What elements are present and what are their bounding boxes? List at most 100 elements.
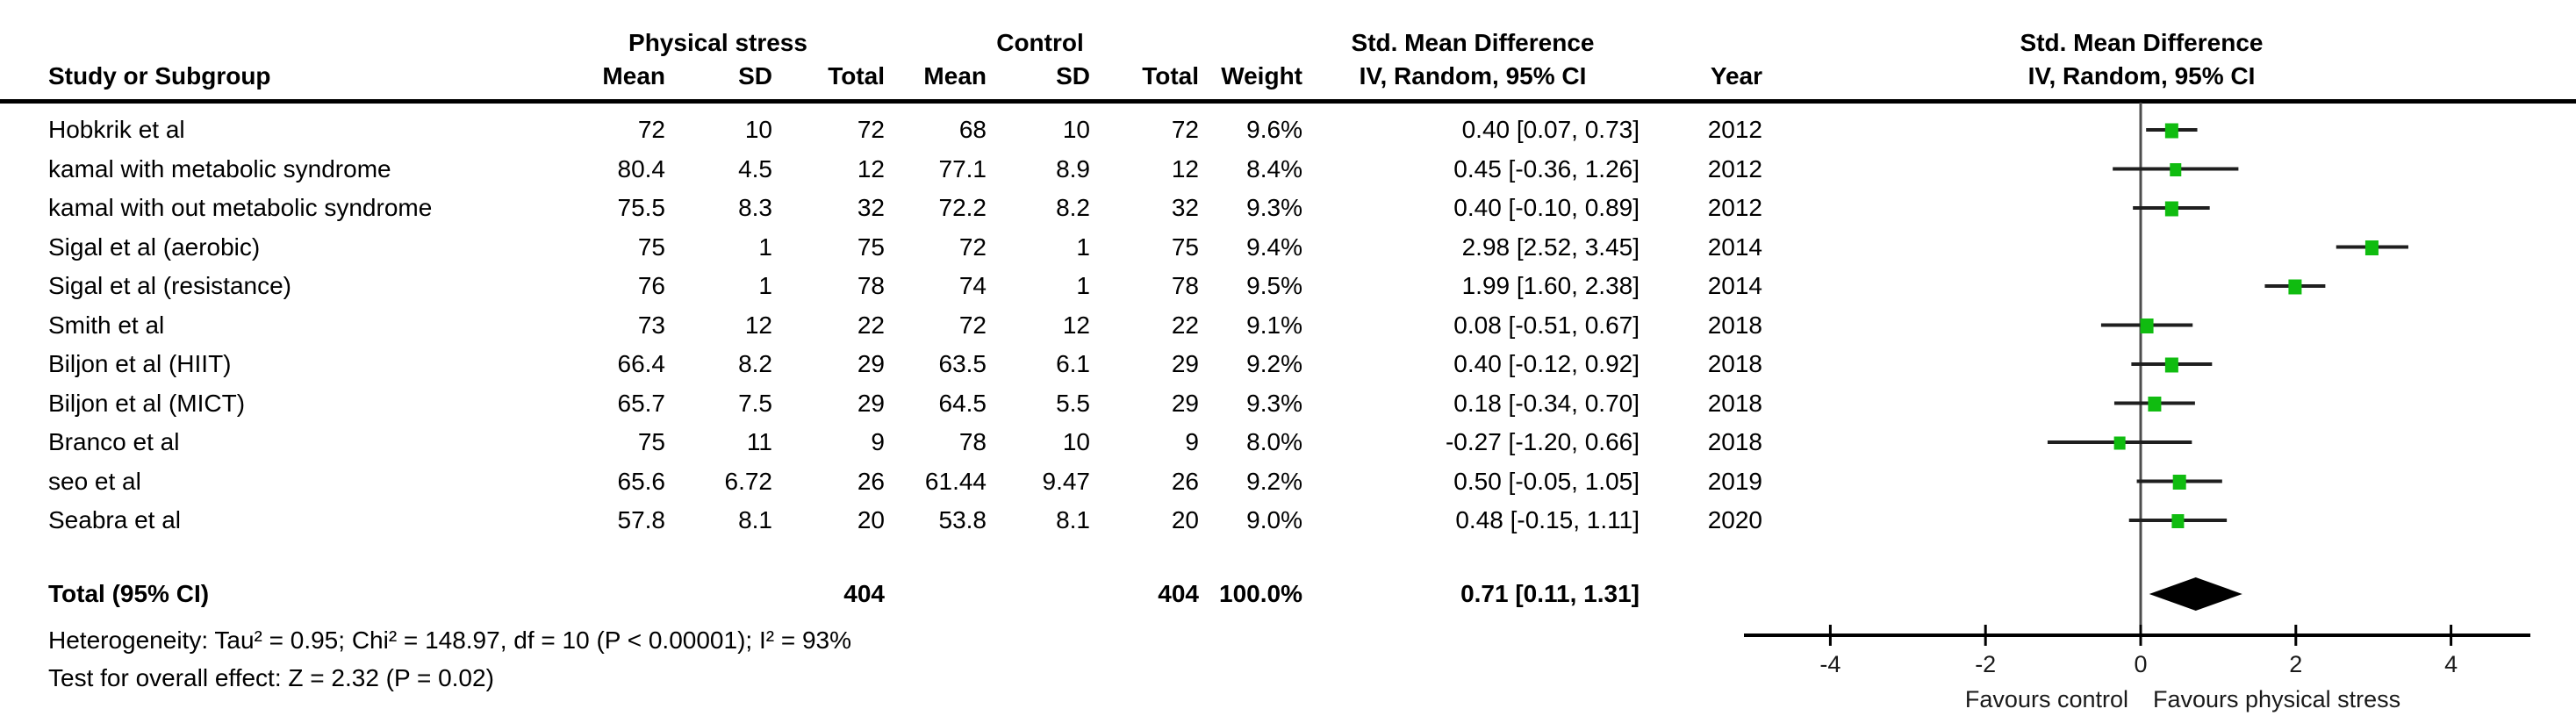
ctl-total: 20 [1171,506,1199,533]
ctl-sd: 8.1 [1056,506,1090,533]
col-header-study: Study or Subgroup [48,62,271,89]
ctl-mean: 61.44 [924,467,987,495]
ctl-sd: 6.1 [1056,350,1090,377]
exp-total: 32 [857,194,885,221]
study-name: Sigal et al (resistance) [48,272,292,299]
exp-sd: 7.5 [738,389,772,417]
exp-mean: 75 [637,233,665,261]
exp-mean: 65.7 [617,389,666,417]
table-row: Biljon et al (MICT) 65.7 7.5 29 64.5 5.5 29 9.3… [0,387,2576,420]
exp-mean: 72 [637,116,665,143]
axis-tick-label: -4 [1819,651,1841,677]
smd-ci-cell: 1.99 [1.60, 2.38] [1461,272,1640,299]
exp-total: 78 [857,272,885,299]
ctl-total: 32 [1171,194,1199,221]
heterogeneity-note: Heterogeneity: Tau² = 0.95; Chi² = 148.9… [48,626,852,654]
year-cell: 2014 [1707,233,1762,261]
exp-mean: 73 [637,311,665,339]
total-exp: 404 [843,580,885,607]
col-header-sd-ctl: SD [1056,62,1090,89]
ctl-total: 12 [1171,154,1199,183]
ctl-sd: 5.5 [1056,389,1090,417]
year-cell: 2020 [1707,506,1762,533]
exp-mean: 65.6 [617,467,666,495]
table-row: kamal with metabolic syndrome 80.4 4.5 12 77… [0,153,2576,186]
table-row: Seabra et al 57.8 8.1 20 53.8 8.1 20 9.0% 0.48 [… [0,504,2576,537]
study-name: Seabra et al [48,506,181,533]
ctl-total: 75 [1171,233,1199,261]
exp-total: 29 [857,350,885,377]
weight-cell: 9.3% [1246,194,1302,221]
group-header-effect: Std. Mean Difference [1351,29,1595,56]
exp-sd: 1 [758,233,772,261]
study-name: Biljon et al (MICT) [48,389,246,417]
ctl-total: 78 [1171,272,1199,299]
year-cell: 2012 [1707,154,1762,183]
exp-total: 12 [857,154,885,183]
plot-title-line1: Std. Mean Difference [2020,29,2264,56]
ctl-total: 29 [1171,350,1199,377]
weight-cell: 9.3% [1246,389,1302,417]
smd-ci-cell: 0.48 [-0.15, 1.11] [1455,506,1640,533]
weight-cell: 9.5% [1246,272,1302,299]
weight-cell: 9.4% [1246,233,1302,261]
total-ctl: 404 [1158,580,1199,607]
effect-marker [2113,436,2126,450]
effect-marker [2172,475,2186,490]
exp-sd: 4.5 [738,154,772,183]
effect-marker [2170,163,2182,176]
ctl-sd: 1 [1076,272,1090,299]
exp-total: 72 [857,116,885,143]
weight-cell: 8.4% [1246,154,1302,183]
exp-sd: 11 [746,428,772,455]
table-row: Sigal et al (aerobic) 75 1 75 72 1 75 9.4% 2.98 … [0,231,2576,264]
total-label: Total (95% CI) [48,580,210,607]
total-weight: 100.0% [1219,580,1302,607]
smd-ci-cell: 0.08 [-0.51, 0.67] [1453,311,1640,339]
year-cell: 2018 [1707,311,1762,339]
effect-marker [2140,319,2154,333]
ctl-mean: 63.5 [938,350,987,377]
total-row: Total (95% CI) 404 404 100.0% 0.71 [0.11… [0,577,2576,611]
exp-sd: 10 [744,116,772,143]
col-header-sd-exp: SD [738,62,772,89]
exp-mean: 80.4 [617,154,666,183]
ctl-mean: 77.1 [938,154,987,183]
year-cell: 2014 [1707,272,1762,299]
exp-total: 20 [857,506,885,533]
year-cell: 2012 [1707,194,1762,221]
exp-sd: 8.1 [738,506,772,533]
year-cell: 2018 [1707,350,1762,377]
table-row: Biljon et al (HIIT) 66.4 8.2 29 63.5 6.1 29 9.2… [0,347,2576,381]
ctl-mean: 72 [958,311,987,339]
exp-total: 29 [857,389,885,417]
ctl-total: 29 [1171,389,1199,417]
ctl-mean: 72.2 [938,194,987,221]
exp-mean: 75.5 [617,194,666,221]
header-divider [0,99,2576,104]
study-name: kamal with metabolic syndrome [48,154,391,183]
table-row: Smith et al 73 12 22 72 12 22 9.1% 0.08 [-0.51, … [0,309,2576,342]
effect-marker [2148,397,2162,412]
ctl-sd: 12 [1062,311,1090,339]
total-diamond [2149,577,2242,611]
exp-sd: 8.2 [738,350,772,377]
favours-right-label: Favours physical stress [2153,686,2400,712]
axis-tick-label: -2 [1975,651,1996,677]
effect-marker [2288,279,2302,295]
smd-ci-cell: 0.18 [-0.34, 0.70] [1453,389,1640,417]
study-name: Hobkrik et al [48,116,185,143]
smd-ci-cell: 2.98 [2.52, 3.45] [1461,233,1640,261]
weight-cell: 9.6% [1246,116,1302,143]
ctl-total: 22 [1171,311,1199,339]
study-name: seo et al [48,467,141,495]
weight-cell: 8.0% [1246,428,1302,455]
effect-marker [2164,201,2178,217]
exp-mean: 75 [637,428,665,455]
year-cell: 2018 [1707,389,1762,417]
total-ci: 0.71 [0.11, 1.31] [1460,580,1640,607]
exp-total: 75 [857,233,885,261]
table-row: Branco et al 75 11 9 78 10 9 8.0% -0.27 [-1.20, … [0,426,2576,459]
